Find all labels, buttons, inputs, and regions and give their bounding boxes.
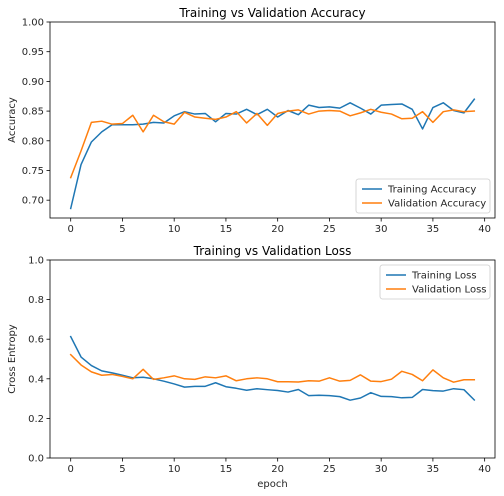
accuracy-x-tick-label: 30 [375, 224, 388, 235]
loss-x-axis-label: epoch [257, 479, 287, 490]
loss-y-tick-label: 1.0 [28, 256, 44, 267]
accuracy-x-tick-label: 25 [323, 224, 336, 235]
loss-legend: Training Loss Validation Loss [379, 264, 491, 300]
accuracy-y-tick-label: 0.85 [22, 107, 44, 118]
accuracy-legend: Training Accuracy Validation Accuracy [355, 178, 491, 214]
loss-chart-title: Training vs Validation Loss [193, 244, 352, 258]
loss-y-tick-label: 0.0 [28, 454, 44, 465]
loss-legend-entry: Validation Loss [412, 285, 487, 296]
accuracy-y-tick-label: 0.95 [22, 47, 44, 58]
accuracy-x-tick-label: 5 [119, 224, 125, 235]
loss-axes-frame [49, 259, 496, 459]
accuracy-x-tick-label: 35 [427, 224, 440, 235]
accuracy-y-tick-label: 0.90 [22, 77, 44, 88]
accuracy-x-tick-label: 20 [271, 224, 284, 235]
loss-x-tick-label: 15 [220, 464, 233, 475]
loss-x-tick-label: 40 [478, 464, 491, 475]
loss-series-line-training [69, 335, 476, 402]
loss-x-tick-label: 30 [375, 464, 388, 475]
accuracy-x-tick-label: 0 [68, 224, 74, 235]
accuracy-y-tick-label: 0.70 [22, 196, 44, 207]
loss-x-tick-label: 10 [168, 464, 181, 475]
accuracy-legend-entry: Training Accuracy [387, 185, 476, 196]
accuracy-y-tick-label: 0.75 [22, 166, 44, 177]
accuracy-chart: Training vs Validation Accuracy Accuracy… [7, 6, 496, 235]
accuracy-axes-frame [49, 21, 496, 219]
accuracy-x-tick-label: 40 [478, 224, 491, 235]
accuracy-y-tick-label: 0.80 [22, 136, 44, 147]
loss-legend-box [379, 264, 491, 300]
loss-y-tick-label: 0.6 [28, 335, 44, 346]
accuracy-series-line-validation [69, 108, 476, 179]
loss-x-tick-label: 25 [323, 464, 336, 475]
accuracy-chart-title: Training vs Validation Accuracy [178, 6, 365, 20]
loss-x-tick-label: 5 [119, 464, 125, 475]
accuracy-legend-box [355, 178, 491, 214]
loss-y-tick-label: 0.2 [28, 414, 44, 425]
loss-legend-entry: Training Loss [411, 271, 477, 282]
loss-series-line-validation [69, 353, 476, 383]
accuracy-x-tick-label: 15 [220, 224, 233, 235]
loss-x-tick-label: 20 [271, 464, 284, 475]
loss-x-tick-label: 35 [427, 464, 440, 475]
loss-y-tick-label: 0.8 [28, 295, 44, 306]
loss-y-tick-label: 0.4 [28, 374, 44, 385]
accuracy-y-axis-label: Accuracy [7, 97, 18, 143]
loss-y-axis-label: Cross Entropy [7, 324, 18, 394]
accuracy-x-tick-label: 10 [168, 224, 181, 235]
loss-x-tick-label: 0 [68, 464, 74, 475]
accuracy-y-tick-label: 1.00 [22, 18, 44, 29]
accuracy-legend-entry: Validation Accuracy [388, 199, 486, 210]
loss-chart: Training vs Validation Loss Cross Entrop… [7, 244, 496, 490]
